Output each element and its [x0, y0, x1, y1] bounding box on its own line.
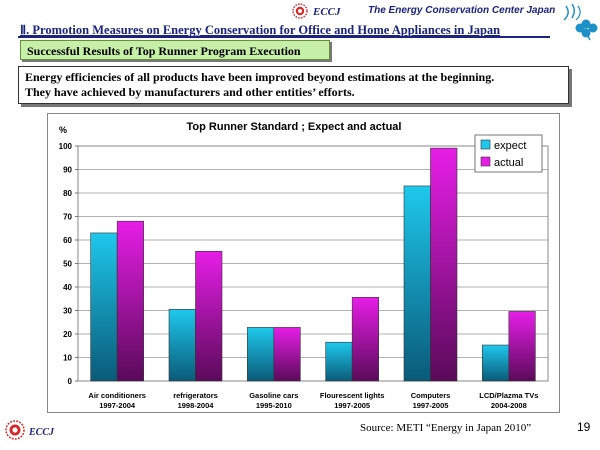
bar-expect	[90, 232, 118, 382]
y-tick-label: 10	[63, 354, 72, 363]
y-tick-label: 20	[63, 330, 72, 339]
y-tick-label: 100	[59, 142, 73, 151]
y-tick-label: 30	[63, 307, 72, 316]
section-title: Ⅱ. Promotion Measures on Energy Conserva…	[20, 23, 501, 37]
x-tick-period: 1997-2004	[99, 401, 136, 410]
y-axis-ticks: 0 10 20 30 40 50 60 70 80 90 100	[59, 142, 78, 386]
bars	[90, 147, 536, 382]
legend-label-actual: actual	[494, 157, 523, 169]
x-tick-label: Flourescent lights	[320, 391, 385, 400]
x-tick-label: Gasoline cars	[249, 391, 298, 400]
header-logo-text: ECCJ	[312, 6, 341, 18]
clover-icon	[563, 4, 598, 41]
bar-actual	[116, 220, 144, 382]
x-tick-label: Air conditioners	[88, 391, 146, 400]
eccj-logo: ECCJ	[292, 3, 341, 19]
x-tick-period: 2004-2008	[491, 401, 527, 410]
results-banner: Successful Results of Top Runner Program…	[20, 40, 330, 60]
header-org-name: The Energy Conservation Center Japan	[368, 5, 556, 16]
page-number: 19	[577, 420, 591, 434]
legend: expect actual	[474, 134, 543, 173]
y-tick-label: 80	[63, 189, 72, 198]
chart-frame: % Top Runner Standard ; Expect and actua…	[47, 113, 560, 413]
y-axis-unit: %	[59, 125, 67, 135]
bar-expect	[325, 341, 353, 382]
bar-chart: % Top Runner Standard ; Expect and actua…	[59, 121, 549, 410]
y-tick-label: 60	[63, 236, 72, 245]
bar-expect	[247, 327, 275, 382]
x-tick-period: 1995-2010	[256, 401, 292, 410]
x-axis-labels: Air conditioners1997-2004refrigerators19…	[88, 391, 538, 410]
y-tick-label: 50	[63, 260, 72, 269]
bar-actual	[508, 311, 536, 382]
x-tick-label: LCD/Plazma TVs	[479, 391, 538, 400]
description-box: Energy efficiencies of all products have…	[18, 66, 569, 104]
legend-swatch-actual	[480, 156, 491, 167]
x-tick-period: 1997-2005	[413, 401, 449, 410]
footer-logo-text: ECCJ	[28, 427, 55, 438]
y-tick-label: 40	[63, 283, 72, 292]
x-tick-period: 1998-2004	[178, 401, 215, 410]
gridlines	[78, 169, 548, 358]
legend-label-expect: expect	[494, 140, 526, 152]
description-line-2: They have achieved by manufacturers and …	[25, 85, 355, 99]
bar-expect	[403, 185, 431, 382]
description-line-1: Energy efficiencies of all products have…	[25, 70, 495, 84]
bar-expect	[168, 309, 196, 382]
source-note: Source: METI “Energy in Japan 2010”	[360, 422, 532, 434]
bar-expect	[482, 344, 510, 382]
header-rule	[18, 36, 550, 38]
y-tick-label: 70	[63, 213, 72, 222]
footer-sunburst-icon	[5, 420, 25, 440]
y-tick-label: 0	[68, 377, 73, 386]
x-tick-period: 1997-2005	[334, 401, 370, 410]
x-tick-label: refrigerators	[173, 391, 218, 400]
y-tick-label: 90	[63, 166, 72, 175]
footer-eccj-logo: ECCJ	[5, 420, 55, 440]
bar-actual	[273, 327, 301, 382]
x-tick-label: Computers	[411, 391, 451, 400]
legend-swatch-expect	[480, 139, 491, 150]
sunburst-icon	[292, 3, 308, 19]
bar-actual	[195, 250, 223, 382]
bar-actual	[351, 297, 379, 382]
chart-title: Top Runner Standard ; Expect and actual	[187, 121, 402, 133]
bar-actual	[430, 147, 458, 382]
